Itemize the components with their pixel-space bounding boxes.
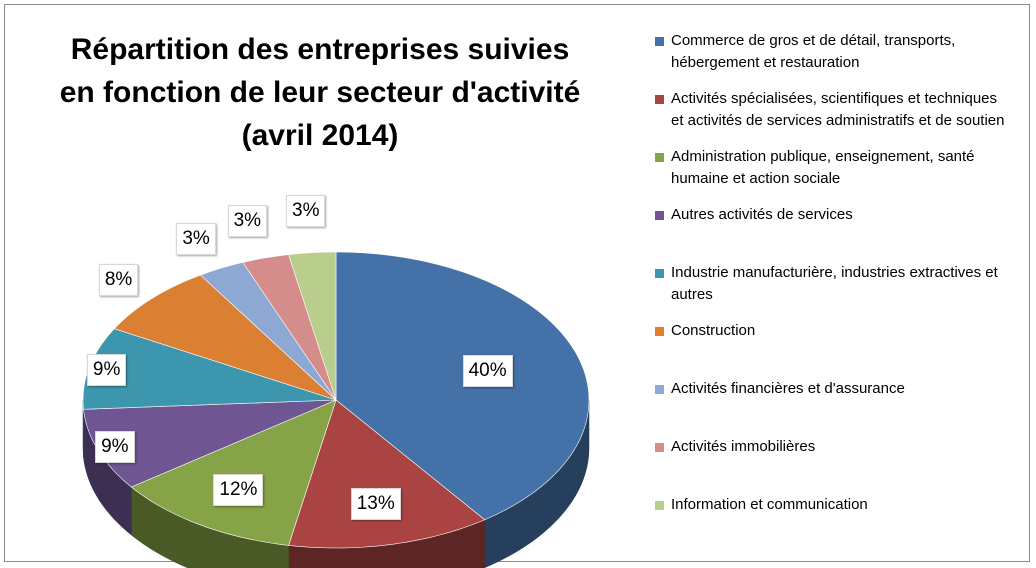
legend-label-2: Activités spécialisées, scientifiques et… [671,88,1025,132]
legend-label-9: Information et communication [671,494,1025,516]
data-label-6: 8% [98,264,139,297]
legend-item-8: Activités immobilières [655,436,1025,458]
chart-title-line-1: Répartition des entreprises suivies [70,33,570,66]
legend-swatch-6 [655,327,664,336]
data-label-2: 13% [350,487,401,520]
legend-swatch-7 [655,385,664,394]
data-label-9: 3% [286,195,326,228]
pie-slice-9 [288,251,337,401]
data-label-7: 3% [176,223,216,256]
legend-item-4: Autres activités de services [655,204,1025,226]
legend-swatch-9 [655,501,664,510]
pie-slice-1 [335,251,590,521]
pie-slice-2 [288,399,486,549]
pie-slice-3 [130,399,337,546]
legend-item-5: Industrie manufacturière, industries ext… [655,262,1025,306]
legend-label-2-line-1: Activités spécialisées, scientifiques et… [671,90,998,107]
chart-title: Répartition des entreprises suivies en f… [20,28,620,157]
legend-label-8-line-1: Activités immobilières [671,438,816,455]
legend-label-2-line-2: et activités de services administratifs … [671,112,1005,129]
legend-swatch-8 [655,443,664,452]
data-label-4: 9% [95,430,135,463]
legend-label-1: Commerce de gros et de détail, transport… [671,30,1025,74]
legend-label-7-line-1: Activités financières et d'assurance [671,380,905,397]
legend-label-5-line-1: Industrie manufacturière, industries ext… [671,264,998,281]
legend-label-3: Administration publique, enseignement, s… [671,146,1025,190]
legend-label-4: Autres activités de services [671,204,1025,226]
legend-item-3: Administration publique, enseignement, s… [655,146,1025,190]
data-label-3: 12% [213,473,264,506]
legend-item-9: Information et communication [655,494,1025,516]
legend-label-6: Construction [671,320,1025,342]
legend-label-9-line-1: Information et communication [671,496,868,513]
legend-label-8: Activités immobilières [671,436,1025,458]
legend-item-1: Commerce de gros et de détail, transport… [655,30,1025,74]
legend-swatch-5 [655,269,664,278]
legend-label-6-line-1: Construction [671,322,756,339]
legend-item-2: Activités spécialisées, scientifiques et… [655,88,1025,132]
legend-item-7: Activités financières et d'assurance [655,378,1025,400]
legend-swatch-3 [655,153,664,162]
legend-label-3-line-2: humaine et action sociale [671,170,841,187]
legend-swatch-4 [655,211,664,220]
legend-label-4-line-1: Autres activités de services [671,206,853,223]
legend-label-1-line-2: hébergement et restauration [671,54,860,71]
chart-title-line-2: en fonction de leur secteur d'activité [59,76,581,109]
legend-label-1-line-1: Commerce de gros et de détail, transport… [671,32,956,49]
legend-swatch-2 [655,95,664,104]
legend-label-5-line-2: autres [671,286,713,303]
legend-label-3-line-1: Administration publique, enseignement, s… [671,148,975,165]
legend-swatch-1 [655,37,664,46]
chart-title-line-3: (avril 2014) [241,119,399,152]
data-label-8: 3% [227,204,268,237]
pie-slice-7 [199,262,337,401]
pie-slice-6 [113,274,337,401]
data-label-1: 40% [462,355,513,388]
legend-label-5: Industrie manufacturière, industries ext… [671,262,1025,306]
legend-label-7: Activités financières et d'assurance [671,378,1025,400]
legend-item-6: Construction [655,320,1025,342]
data-label-5: 9% [86,353,127,386]
pie-slice-8 [242,254,337,401]
